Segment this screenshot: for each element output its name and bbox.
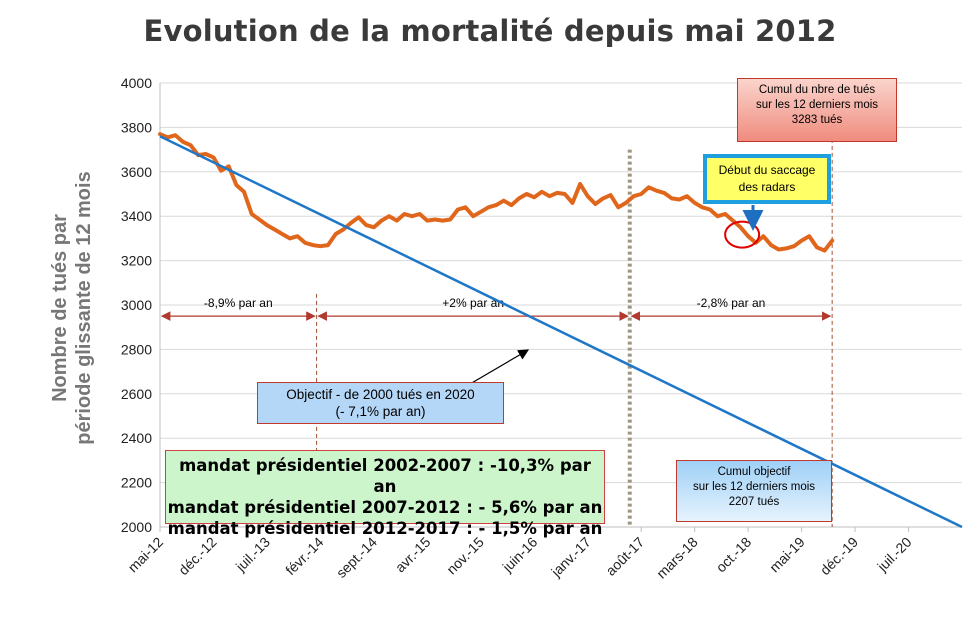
objectif-box: Objectif - de 2000 tués en 2020 (- 7,1% … — [257, 382, 504, 424]
y-tick-label: 2000 — [121, 519, 152, 535]
mandat-line: mandat présidentiel 2007-2012 : - 5,6% p… — [167, 498, 603, 517]
x-tick-label: mars-18 — [653, 534, 701, 582]
x-tick-label: avr.-15 — [392, 534, 434, 576]
cumul-objectif-box-line2: sur les 12 derniers mois — [692, 481, 816, 493]
cumul-box-line2: sur les 12 derniers mois — [755, 99, 879, 111]
x-tick-label: août-17 — [602, 534, 647, 579]
radars-box-line1: Début du saccage — [718, 163, 816, 177]
highlight-circle — [724, 220, 761, 249]
radars-box-line2: des radars — [738, 180, 796, 194]
objectif-pointer — [469, 349, 530, 385]
x-tick-label: juil.-20 — [873, 534, 914, 575]
y-tick-label: 2200 — [121, 475, 152, 491]
cumul-objectif-box: Cumul objectif sur les 12 derniers mois … — [676, 460, 832, 522]
mandats-box: mandat présidentiel 2002-2007 : -10,3% p… — [165, 450, 605, 538]
x-tick-label: févr.-14 — [282, 534, 326, 578]
x-tick-label: déc.-12 — [175, 534, 219, 578]
cumul-box-line3: 3283 tués — [791, 114, 843, 126]
rate-label: +2% par an — [442, 296, 504, 310]
y-tick-label: 2600 — [121, 386, 152, 402]
x-tick-label: juil.-13 — [232, 534, 273, 575]
rate-label: -2,8% par an — [697, 296, 766, 310]
x-tick-label: nov.-15 — [443, 534, 487, 578]
y-tick-label: 3000 — [121, 297, 152, 313]
cumul-box-line1: Cumul du nbre de tués — [758, 84, 876, 96]
mandat-line: mandat présidentiel 2002-2007 : -10,3% p… — [179, 456, 591, 496]
y-tick-label: 3600 — [121, 164, 152, 180]
x-tick-label: janv.-17 — [547, 534, 594, 581]
x-tick-label: mai-12 — [125, 534, 167, 576]
cumul-objectif-box-line3: 2207 tués — [728, 496, 780, 508]
x-tick-label: juin-16 — [499, 534, 541, 576]
x-tick-label: mai-19 — [766, 534, 808, 576]
y-tick-label: 2800 — [121, 341, 152, 357]
y-tick-label: 3400 — [121, 208, 152, 224]
x-tick-label: déc.-19 — [817, 534, 861, 578]
cumul-box: Cumul du nbre de tués sur les 12 dernier… — [737, 78, 897, 142]
objectif-box-line2: (- 7,1% par an) — [335, 404, 426, 419]
mandat-line: mandat présidentiel 2012-2017 : - 1,5% p… — [167, 519, 603, 538]
y-tick-label: 4000 — [121, 75, 152, 91]
chart-title: Evolution de la mortalité depuis mai 201… — [143, 14, 837, 48]
cumul-objectif-box-line1: Cumul objectif — [717, 466, 791, 478]
x-tick-label: oct.-18 — [713, 534, 755, 576]
objectif-box-line1: Objectif - de 2000 tués en 2020 — [286, 387, 475, 402]
rate-label: -8,9% par an — [204, 296, 273, 310]
mortality-line — [158, 132, 835, 253]
x-tick-label: sept.-14 — [333, 534, 380, 581]
radars-box: Début du saccage des radars — [703, 154, 831, 204]
y-tick-label: 3800 — [121, 119, 152, 135]
y-tick-label: 3200 — [121, 253, 152, 269]
y-tick-label: 2400 — [121, 430, 152, 446]
